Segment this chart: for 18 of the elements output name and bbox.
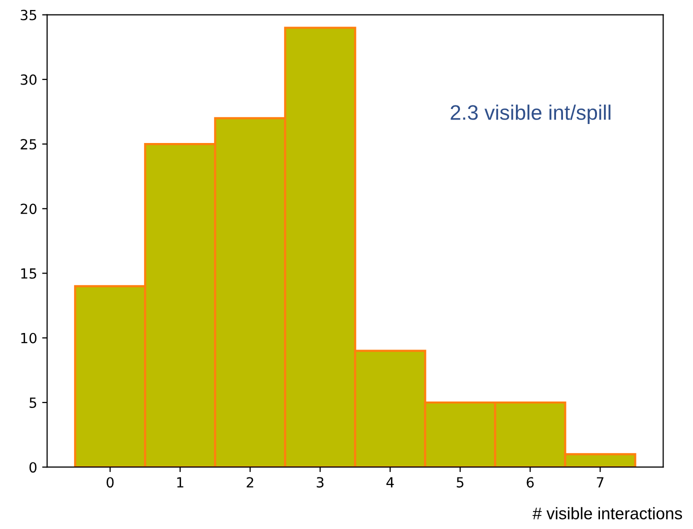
y-tick-label: 10 [21,332,36,344]
y-tick-label: 20 [20,204,36,214]
x-tick-label: 1 [177,477,184,488]
x-tick-label: 6 [526,477,534,488]
x-tick-label: 5 [456,477,464,488]
y-tick-label: 5 [30,398,36,408]
y-tick-label: 35 [20,10,36,20]
y-tick-label: 15 [21,268,36,279]
x-axis-title: # visible interactions [532,507,682,520]
x-tick-label: 3 [316,477,324,488]
x-tick-label: 7 [596,477,604,488]
y-tick-label: 0 [29,462,36,473]
annotation: 2.3 visible int/spill [450,104,610,124]
y-tick-label: 25 [20,139,36,150]
y-tick-label: 30 [20,74,36,85]
x-tick-label: 4 [386,477,394,488]
x-tick-label: 2 [246,477,254,488]
x-tick-label: 0 [106,477,114,488]
